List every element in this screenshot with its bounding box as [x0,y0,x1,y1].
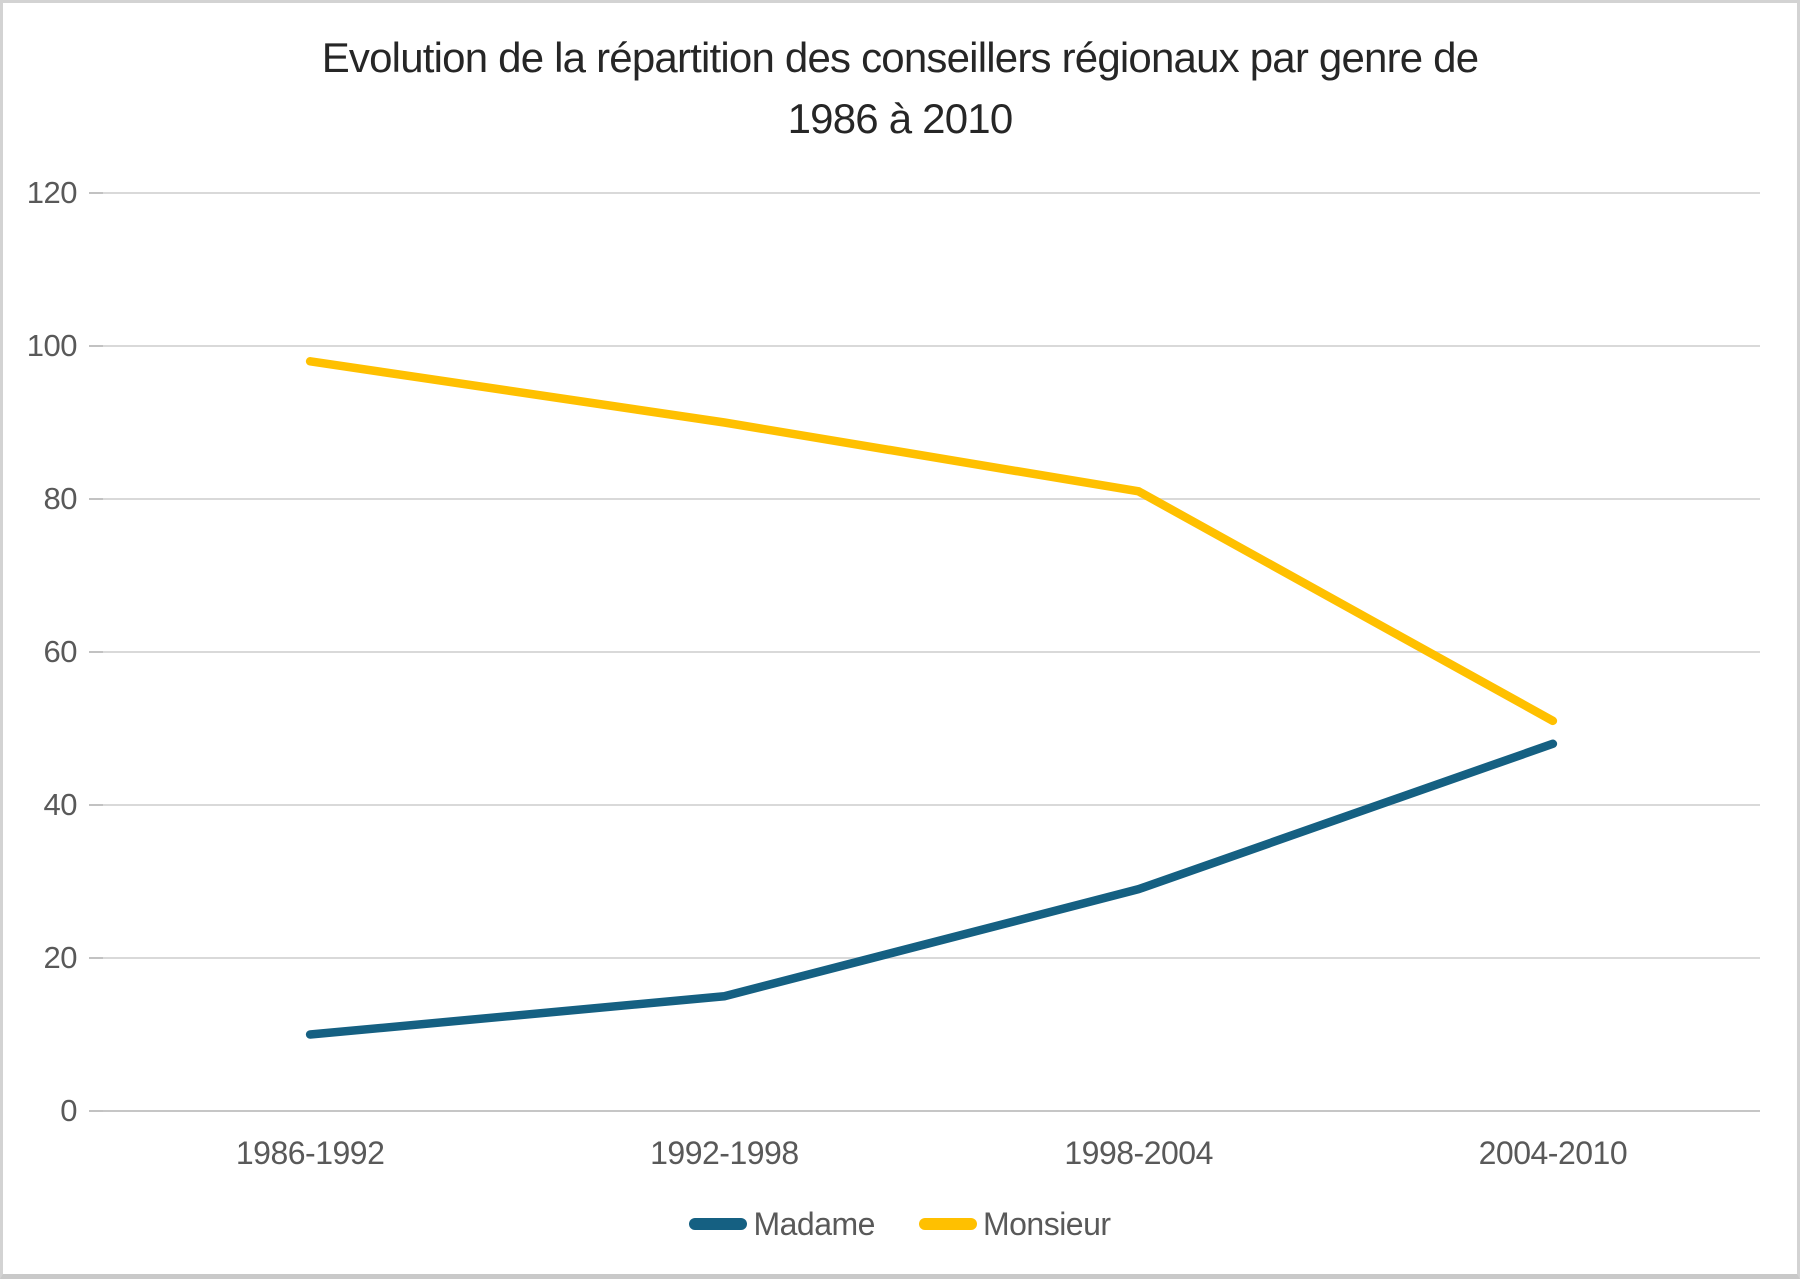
series-line-madame [305,739,1558,1039]
series-line-monsieur [305,357,1558,726]
legend-swatch-monsieur [918,1218,977,1230]
x-axis-category-label: 1998-2004 [1064,1135,1213,1171]
y-axis-tick-label: 80 [43,481,78,516]
chart-title: Evolution de la répartition des conseill… [3,3,1797,149]
x-axis-category-label: 1986-1992 [235,1135,385,1171]
plot-area [89,192,1760,1112]
y-axis-tick-label: 0 [60,1093,77,1128]
y-axis-tick-label: 60 [43,634,78,669]
legend-item-monsieur: Monsieur [918,1205,1111,1243]
x-axis-category-label: 2004-2010 [1478,1135,1628,1171]
legend-label: Madame [753,1205,875,1242]
y-axis-tick-label: 20 [43,940,78,975]
y-axis-tick-label: 40 [43,787,78,822]
chart-title-line2: 1986 à 2010 [787,95,1014,142]
legend: Madame Monsieur [3,1201,1797,1247]
legend-swatch-madame [689,1218,748,1230]
x-axis-category-label: 1992-1998 [650,1135,799,1171]
legend-label: Monsieur [982,1205,1111,1242]
legend-item-madame: Madame [689,1206,875,1243]
y-axis-tick-label: 100 [26,328,78,363]
y-axis-tick-label: 120 [26,175,78,210]
chart-title-line1: Evolution de la répartition des conseill… [321,34,1479,81]
